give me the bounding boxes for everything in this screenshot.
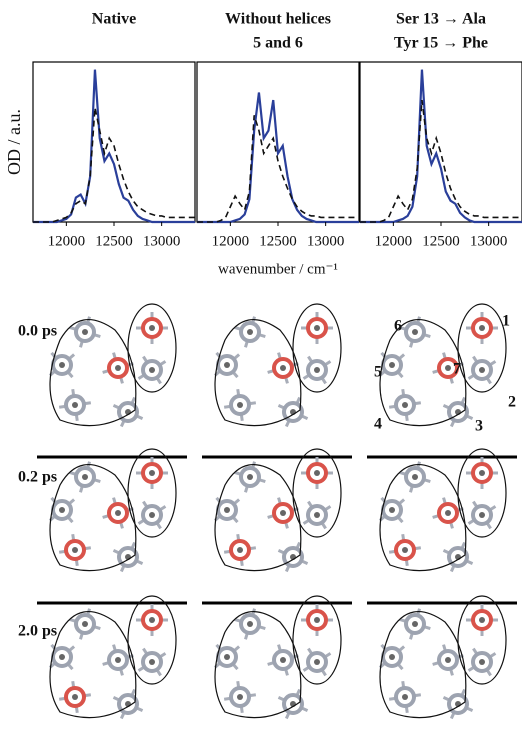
site-label: 5	[374, 364, 382, 381]
chromophore-core	[224, 507, 230, 513]
chromophore-core	[479, 470, 485, 476]
chromophore-core	[149, 325, 155, 331]
chromophore-core	[314, 367, 320, 373]
chromophore-core	[237, 547, 243, 553]
snapshot	[202, 304, 352, 457]
time-label: 0.2 ps	[18, 469, 57, 486]
chromophore-core	[314, 470, 320, 476]
chart-title: Ser 13 → Ala	[396, 11, 486, 28]
chart-title: Native	[92, 11, 136, 28]
site-label: 7	[453, 361, 461, 378]
chromophore-core	[280, 365, 286, 371]
chromophore-core	[149, 470, 155, 476]
chromophore-core	[479, 659, 485, 665]
chromophore-core	[445, 657, 451, 663]
chromophore-core	[72, 402, 78, 408]
chromophore-core	[412, 329, 418, 335]
chromophore-core	[402, 402, 408, 408]
snapshot	[37, 304, 187, 457]
snapshot	[215, 596, 341, 719]
spectrum-line	[360, 70, 522, 222]
site-label: 2	[508, 394, 516, 411]
site-label: 4	[374, 416, 382, 433]
chromophore-core	[149, 367, 155, 373]
chromophore-core	[314, 617, 320, 623]
chromophore-core	[479, 325, 485, 331]
snapshot	[202, 449, 352, 603]
chromophore-core	[445, 365, 451, 371]
chromophore-core	[314, 512, 320, 518]
site-label: 6	[394, 318, 402, 335]
plot-frame	[33, 62, 195, 222]
chromophore-core	[149, 659, 155, 665]
chromophore-core	[412, 621, 418, 627]
chromophore-core	[59, 654, 65, 660]
y-axis-label: OD / a.u.	[4, 109, 24, 175]
chromophore-core	[224, 362, 230, 368]
chromophore-core	[82, 329, 88, 335]
time-label: 2.0 ps	[18, 623, 57, 640]
x-tick-label: 13000	[470, 233, 508, 249]
chromophore-core	[237, 694, 243, 700]
site-label: 3	[475, 418, 483, 435]
x-tick-label: 13000	[307, 233, 345, 249]
chromophore-core	[115, 657, 121, 663]
chromophore-core	[224, 654, 230, 660]
chromophore-core	[389, 507, 395, 513]
chromophore-core	[59, 507, 65, 513]
snapshot	[380, 596, 506, 719]
chromophore-core	[402, 694, 408, 700]
chromophore-core	[314, 325, 320, 331]
x-tick-label: 12500	[422, 233, 460, 249]
x-tick-label: 12000	[48, 233, 86, 249]
chart-title: 5 and 6	[253, 35, 303, 52]
spectrum-line	[197, 115, 359, 222]
chromophore-core	[237, 402, 243, 408]
chromophore-core	[389, 654, 395, 660]
chromophore-core	[72, 547, 78, 553]
chromophore-core	[445, 510, 451, 516]
x-axis-label: wavenumber / cm⁻¹	[218, 261, 338, 277]
x-tick-label: 12500	[259, 233, 297, 249]
chromophore-core	[149, 617, 155, 623]
chromophore-core	[247, 621, 253, 627]
chromophore-core	[82, 621, 88, 627]
time-label: 0.0 ps	[18, 323, 57, 340]
snapshot	[367, 304, 517, 457]
snapshot	[367, 449, 517, 603]
chromophore-core	[72, 694, 78, 700]
x-tick-label: 12500	[95, 233, 133, 249]
chromophore-core	[115, 510, 121, 516]
chromophore-core	[247, 329, 253, 335]
chromophore-core	[412, 474, 418, 480]
chromophore-core	[149, 512, 155, 518]
chromophore-core	[402, 547, 408, 553]
chromophore-core	[479, 367, 485, 373]
chromophore-core	[115, 365, 121, 371]
chromophore-core	[59, 362, 65, 368]
plot-frame	[360, 62, 522, 222]
chromophore-core	[247, 474, 253, 480]
chromophore-core	[280, 657, 286, 663]
snapshot	[37, 449, 187, 603]
chromophore-core	[280, 510, 286, 516]
x-tick-label: 13000	[143, 233, 181, 249]
chromophore-core	[479, 617, 485, 623]
chromophore-core	[389, 362, 395, 368]
chart-title: Tyr 15 → Phe	[394, 35, 488, 52]
chromophore-core	[479, 512, 485, 518]
chromophore-core	[82, 474, 88, 480]
site-label: 1	[502, 313, 510, 330]
chromophore-core	[314, 659, 320, 665]
x-tick-label: 12000	[375, 233, 413, 249]
spectrum-line	[360, 100, 522, 222]
x-tick-label: 12000	[212, 233, 250, 249]
chart-title: Without helices	[225, 11, 331, 28]
snapshot	[50, 596, 176, 719]
